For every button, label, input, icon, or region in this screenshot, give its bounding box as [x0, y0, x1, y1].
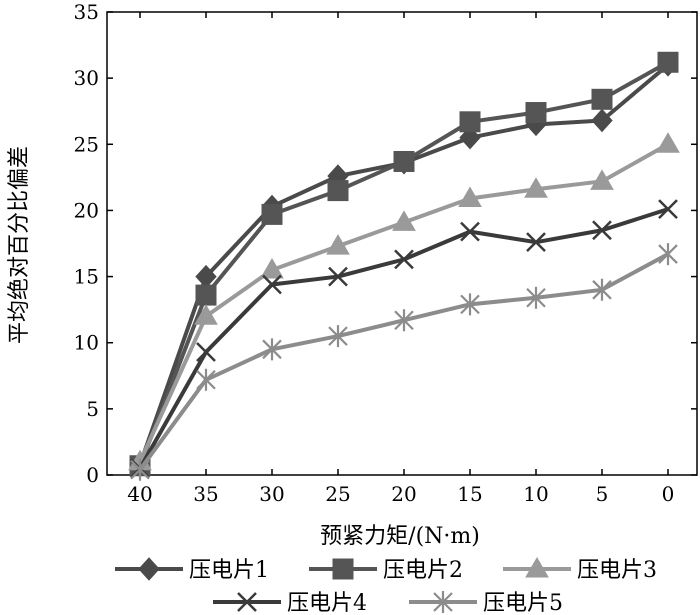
- legend: 压电片1 压电片2 压电片3 压电片4 压电片5: [115, 557, 657, 615]
- y-tick-label: 5: [86, 397, 99, 421]
- legend-label: 压电片4: [287, 591, 367, 615]
- data-point: [392, 210, 416, 231]
- x-axis-ticks: 40 35 30 25 20 15 10 5 0: [127, 12, 674, 506]
- data-point: [130, 458, 150, 481]
- data-point: [261, 203, 283, 225]
- data-point: [458, 186, 482, 208]
- data-point: [524, 177, 548, 198]
- x-tick-label: 30: [259, 482, 284, 506]
- data-point: [656, 132, 680, 153]
- y-axis-title: 平均绝对百分比偏差: [7, 146, 32, 344]
- data-point: [526, 286, 546, 309]
- data-point: [328, 325, 348, 348]
- series-layer: [128, 51, 680, 481]
- data-point: [195, 284, 217, 306]
- legend-item: 压电片2: [309, 558, 463, 583]
- data-point: [327, 180, 349, 202]
- legend-label: 压电片3: [577, 558, 657, 583]
- data-point: [526, 232, 546, 253]
- legend-label: 压电片2: [383, 558, 463, 583]
- data-point: [591, 88, 613, 110]
- data-point: [394, 309, 414, 332]
- series-5: [130, 243, 678, 481]
- data-point: [194, 304, 218, 325]
- series-line: [138, 63, 670, 466]
- data-point: [394, 249, 414, 270]
- y-axis-ticks: 0 5 10 15 20 25 30 35: [74, 0, 697, 487]
- x-tick-label: 35: [193, 482, 218, 506]
- data-point: [196, 368, 216, 391]
- x-tick-label: 10: [523, 482, 548, 506]
- data-point: [260, 257, 284, 279]
- legend-marker: [237, 592, 257, 612]
- y-tick-label: 0: [86, 463, 99, 487]
- data-point: [591, 108, 613, 133]
- x-axis-title: 预紧力矩/(N·m): [320, 524, 480, 549]
- y-tick-label: 25: [74, 132, 99, 156]
- legend-item: 压电片3: [503, 557, 657, 583]
- legend-marker: [332, 558, 354, 580]
- data-point: [590, 169, 614, 190]
- y-tick-label: 15: [74, 265, 99, 289]
- x-tick-label: 5: [596, 482, 609, 506]
- legend-marker: [433, 591, 453, 613]
- data-point: [460, 221, 480, 242]
- data-point: [326, 234, 350, 255]
- series-line: [138, 142, 669, 463]
- x-tick-label: 0: [662, 482, 675, 506]
- data-point: [657, 51, 679, 73]
- y-tick-label: 20: [74, 198, 99, 222]
- data-point: [393, 150, 415, 172]
- data-point: [460, 293, 480, 316]
- series-line: [138, 252, 669, 471]
- x-tick-label: 20: [391, 482, 416, 506]
- legend-label: 压电片5: [483, 591, 563, 615]
- y-tick-label: 10: [74, 331, 99, 355]
- series-1: [129, 53, 679, 477]
- series-4: [130, 199, 678, 479]
- y-tick-label: 35: [74, 0, 99, 24]
- y-tick-label: 30: [74, 66, 99, 90]
- data-point: [658, 243, 678, 266]
- data-point: [592, 278, 612, 301]
- x-tick-label: 25: [325, 482, 350, 506]
- series-line: [138, 207, 669, 470]
- data-point: [658, 199, 678, 219]
- data-point: [262, 338, 282, 361]
- legend-marker: [138, 557, 160, 581]
- data-point: [262, 274, 282, 295]
- legend-label: 压电片1: [189, 558, 269, 583]
- plot-frame: [106, 11, 698, 476]
- legend-marker: [525, 557, 549, 578]
- data-point: [525, 102, 547, 124]
- plot-axes: [106, 11, 698, 476]
- data-point: [196, 342, 216, 362]
- data-point: [592, 220, 612, 241]
- legend-item: 压电片5: [409, 591, 563, 615]
- legend-item: 压电片1: [115, 557, 269, 583]
- data-point: [328, 266, 348, 287]
- x-tick-label: 15: [457, 482, 482, 506]
- data-point: [459, 111, 481, 133]
- legend-item: 压电片4: [213, 591, 367, 615]
- x-tick-label: 40: [127, 482, 152, 506]
